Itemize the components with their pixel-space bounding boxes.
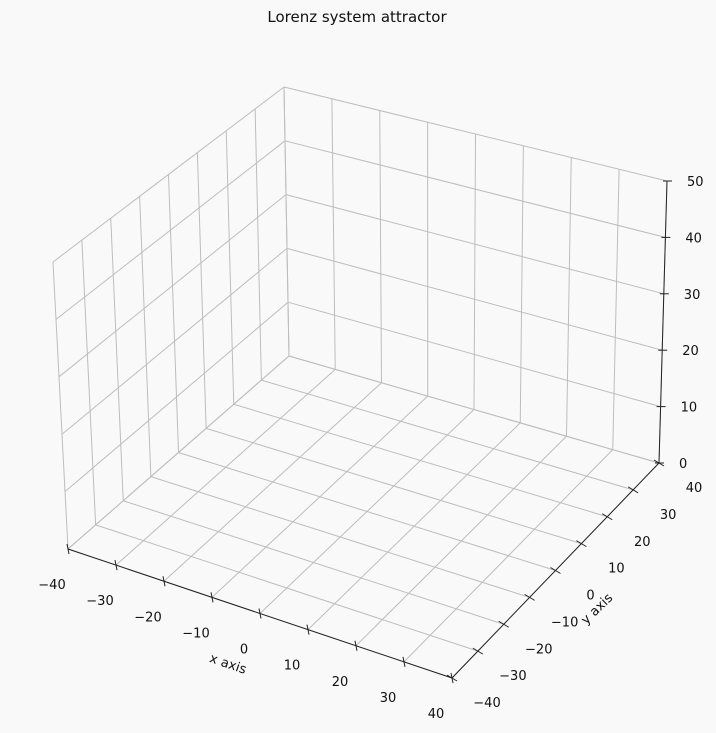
- z-gridline-back-wall: [285, 194, 664, 295]
- z-gridline-back-wall: [283, 86, 668, 182]
- x-tick-mark: [258, 608, 262, 619]
- y-gridline-wall: [196, 152, 207, 429]
- z-gridline-left-wall: [67, 355, 290, 550]
- x-tick-label: −20: [134, 610, 161, 625]
- z-tick-label: 0: [679, 457, 687, 472]
- y-gridline-floor: [233, 403, 608, 518]
- y-gridline-wall: [283, 86, 290, 357]
- z-gridline-back-wall: [286, 247, 663, 351]
- y-tick-mark: [550, 567, 561, 574]
- x-tick-label: −10: [182, 626, 209, 641]
- x-tick-mark: [210, 592, 214, 603]
- x-tick-mark: [66, 543, 70, 555]
- y-gridline-wall: [139, 196, 152, 477]
- y-gridline-wall: [254, 108, 262, 381]
- x-tick-mark: [162, 576, 166, 587]
- axis-pane: [68, 356, 659, 678]
- y-gridline-floor: [95, 524, 479, 652]
- x-gridline-wall: [331, 98, 336, 370]
- x-tick-label: −40: [38, 578, 65, 593]
- x-tick-label: 30: [380, 691, 397, 706]
- y-tick-mark: [498, 620, 510, 628]
- y-tick-label: −40: [473, 696, 500, 711]
- z-gridline-left-wall: [64, 301, 289, 492]
- chart-title: Lorenz system attractor: [267, 8, 447, 26]
- y-gridline-floor: [123, 500, 504, 625]
- x-tick-mark: [306, 624, 310, 635]
- x-tick-label: 10: [284, 659, 301, 674]
- y-tick-label: −30: [499, 669, 526, 684]
- tick-layer: −40 −30 −20 −10 0 10 20 30 40 −40 −30 −20 −10 0 10 20 30…: [38, 175, 703, 722]
- axis-pane: [53, 87, 289, 549]
- y-gridline-floor: [205, 427, 582, 545]
- x-tick-label: 40: [428, 707, 445, 722]
- y-tick-mark: [446, 674, 458, 682]
- y-tick-mark: [472, 647, 484, 655]
- y-tick-label: −20: [525, 642, 552, 657]
- y-tick-label: 30: [660, 508, 677, 523]
- x-tick-mark: [402, 656, 406, 667]
- x-gridline-wall: [519, 145, 524, 423]
- x-tick-mark: [354, 640, 358, 651]
- y-tick-mark: [601, 513, 613, 521]
- y-tick-label: −10: [551, 615, 578, 630]
- z-gridline-back-wall: [287, 301, 661, 408]
- y-tick-mark: [524, 593, 535, 601]
- z-gridline-left-wall: [55, 140, 286, 320]
- y-tick-label: 20: [634, 535, 651, 550]
- z-gridline-left-wall: [58, 194, 287, 378]
- y-gridline-wall: [52, 261, 69, 550]
- x-gridline-wall: [379, 110, 382, 383]
- y-gridline-wall: [110, 218, 124, 501]
- y-gridline-wall: [225, 130, 235, 405]
- y-gridline-floor: [178, 452, 556, 571]
- y-tick-label: 40: [686, 481, 703, 496]
- x-gridline-wall: [612, 169, 620, 450]
- z-gridline-back-wall: [288, 355, 660, 464]
- z-axis-line: [658, 180, 668, 464]
- x-tick-label: 20: [332, 675, 349, 690]
- y-gridline-wall: [168, 174, 179, 453]
- x-gridline-wall: [473, 133, 476, 410]
- z-tick-label: 20: [682, 344, 699, 359]
- z-tick-label: 50: [687, 175, 704, 190]
- z-tick-label: 30: [684, 288, 701, 303]
- y-axis-label: y axis: [579, 591, 617, 628]
- y-tick-mark: [576, 540, 587, 548]
- z-gridline-left-wall: [52, 86, 285, 263]
- z-tick-label: 40: [685, 231, 702, 246]
- y-tick-label: 0: [586, 589, 594, 604]
- z-gridline-back-wall: [284, 140, 666, 238]
- z-tick-label: 10: [681, 401, 698, 416]
- z-gridline-left-wall: [61, 248, 288, 435]
- x-gridline-wall: [566, 157, 572, 437]
- x-tick-mark: [114, 560, 118, 571]
- y-tick-label: 10: [608, 562, 625, 577]
- grid-layer: [52, 86, 668, 679]
- x-tick-label: −30: [86, 594, 113, 609]
- x-tick-label: 0: [240, 643, 248, 658]
- y-gridline-floor: [150, 476, 530, 598]
- y-gridline-floor: [261, 379, 634, 491]
- y-gridline-wall: [81, 240, 97, 525]
- y-tick-mark: [627, 486, 639, 494]
